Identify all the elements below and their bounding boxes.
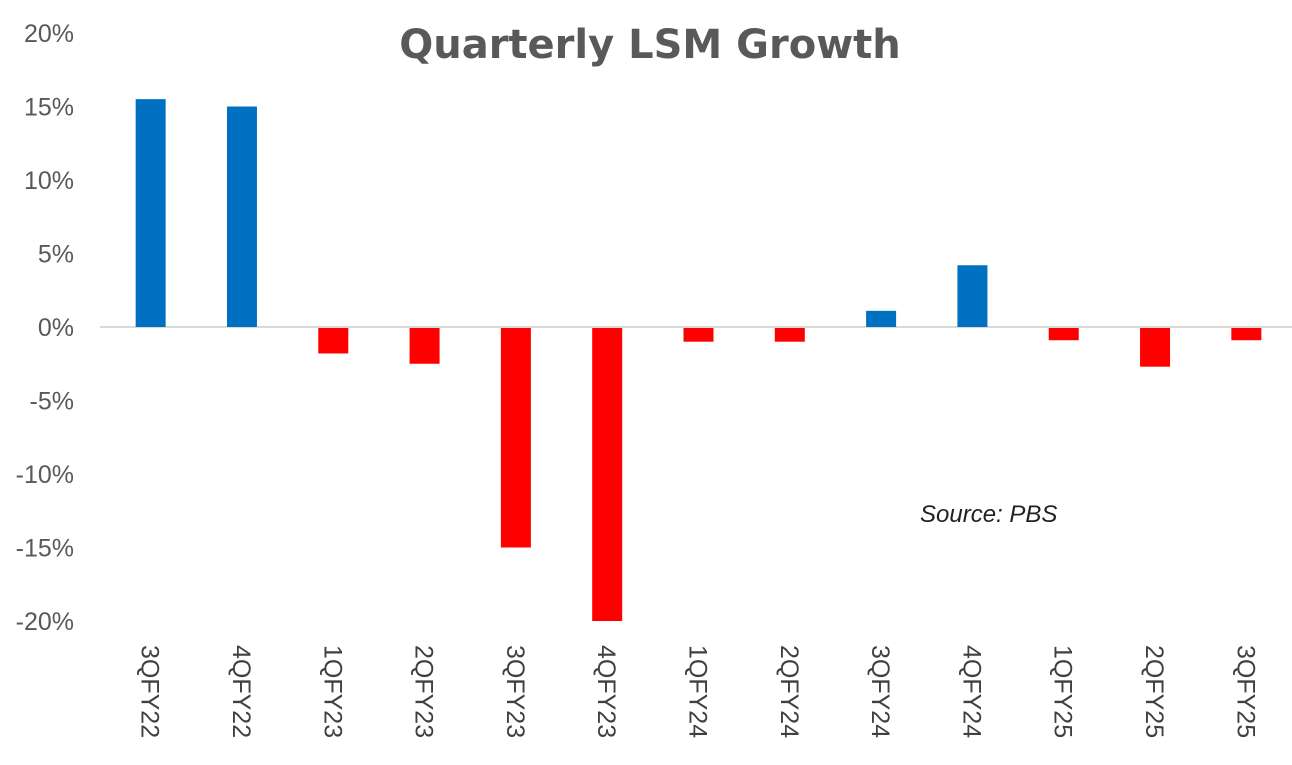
x-tick-label: 1QFY23 [318, 645, 346, 738]
bar-3QFY24 [866, 310, 897, 327]
x-tick-label: 1QFY24 [684, 645, 712, 738]
x-tick-label: 2QFY25 [1140, 645, 1168, 738]
bar-3QFY22 [135, 99, 166, 328]
x-tick-label: 3QFY24 [866, 645, 894, 738]
x-tick-label: 4QFY22 [227, 645, 255, 738]
y-tick-label: -20% [16, 608, 74, 636]
x-axis: 3QFY22 4QFY22 1QFY23 2QFY23 3QFY23 4QFY23 1QFY… [136, 645, 1260, 738]
bar-3QFY23 [500, 328, 531, 548]
y-tick-label: 5% [38, 241, 74, 269]
bar-2QFY23 [409, 328, 440, 364]
x-tick-label: 3QFY23 [501, 645, 529, 738]
x-tick-label: 3QFY22 [136, 645, 164, 738]
x-tick-label: 4QFY23 [592, 645, 620, 738]
y-tick-label: 10% [24, 167, 74, 195]
y-tick-label: 0% [38, 314, 74, 342]
bar-4QFY22 [226, 106, 257, 327]
x-tick-label: 2QFY23 [410, 645, 438, 738]
bar-2QFY24 [774, 328, 805, 342]
source-annotation: Source: PBS [920, 501, 1057, 528]
x-tick-label: 1QFY25 [1049, 645, 1077, 738]
bar-1QFY25 [1048, 328, 1079, 341]
y-tick-label: -15% [16, 535, 74, 563]
bar-2QFY25 [1140, 328, 1171, 367]
y-axis: 20% 15% 10% 5% 0% -5% -10% -15% -20% [16, 20, 74, 636]
y-tick-label: -10% [16, 461, 74, 489]
bar-4QFY23 [592, 328, 623, 621]
bars [135, 99, 1262, 621]
bar-1QFY24 [683, 328, 714, 342]
bar-4QFY24 [957, 265, 988, 327]
x-tick-label: 3QFY25 [1231, 645, 1259, 738]
y-tick-label: 15% [24, 94, 74, 122]
x-tick-label: 2QFY24 [775, 645, 803, 738]
bar-1QFY23 [318, 328, 349, 354]
chart-title: Quarterly LSM Growth [399, 22, 901, 68]
bar-3QFY25 [1231, 328, 1262, 341]
y-tick-label: -5% [30, 388, 74, 416]
y-tick-label: 20% [24, 20, 74, 48]
x-tick-label: 4QFY24 [957, 645, 985, 738]
